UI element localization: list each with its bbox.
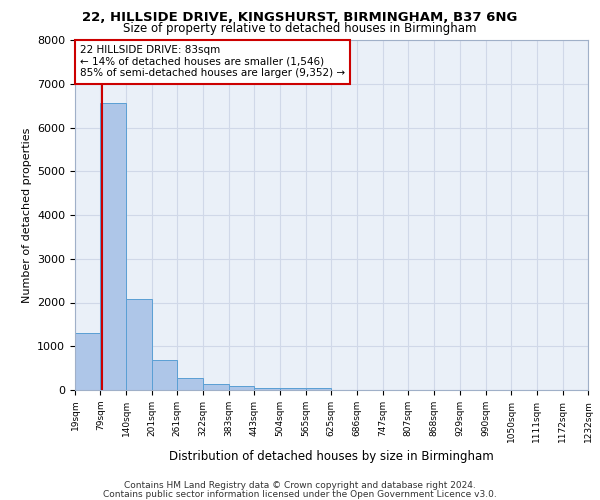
Text: 22, HILLSIDE DRIVE, KINGSHURST, BIRMINGHAM, B37 6NG: 22, HILLSIDE DRIVE, KINGSHURST, BIRMINGH… (82, 11, 518, 24)
Bar (152, 360, 178, 390)
Bar (203, 384, 229, 390)
Bar (75, 333, 100, 390)
Text: Size of property relative to detached houses in Birmingham: Size of property relative to detached ho… (123, 22, 477, 35)
Bar (254, 388, 280, 390)
Y-axis label: Number of detached properties: Number of detached properties (22, 128, 32, 302)
Bar (178, 378, 203, 390)
Text: Contains HM Land Registry data © Crown copyright and database right 2024.: Contains HM Land Registry data © Crown c… (124, 481, 476, 490)
Bar (306, 388, 331, 390)
X-axis label: Distribution of detached houses by size in Birmingham: Distribution of detached houses by size … (169, 450, 494, 463)
Text: 22 HILLSIDE DRIVE: 83sqm
← 14% of detached houses are smaller (1,546)
85% of sem: 22 HILLSIDE DRIVE: 83sqm ← 14% of detach… (80, 46, 345, 78)
Text: Contains public sector information licensed under the Open Government Licence v3: Contains public sector information licen… (103, 490, 497, 499)
Bar (126, 300, 152, 390)
Bar (100, 104, 126, 390)
Bar (280, 388, 306, 390)
Bar (229, 386, 254, 390)
